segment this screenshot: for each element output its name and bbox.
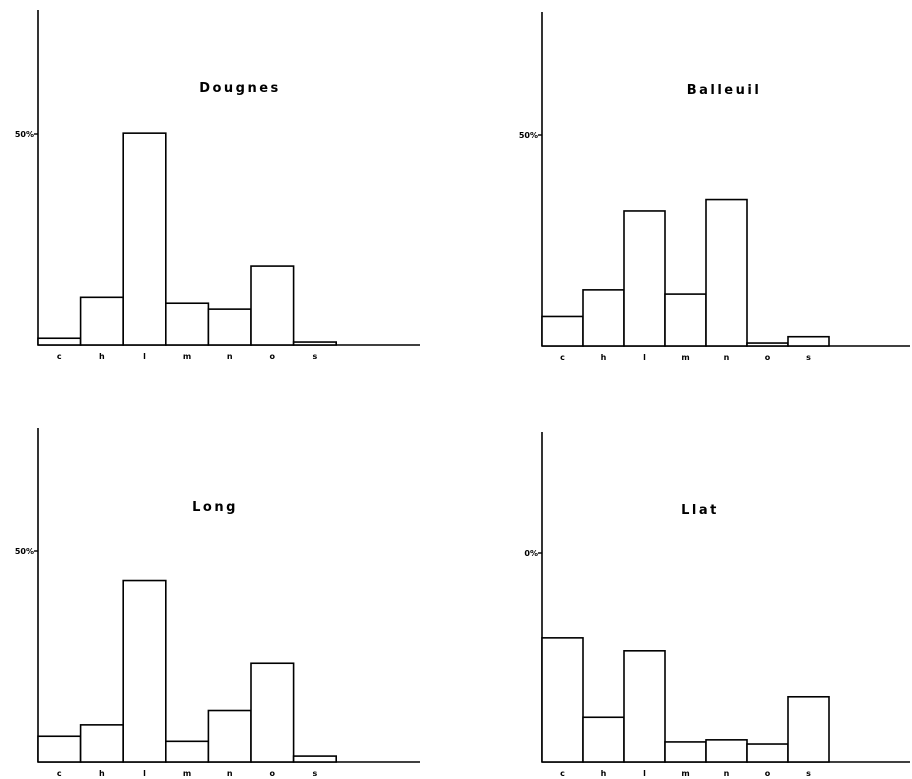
bar-h	[582, 716, 625, 763]
bar-s	[787, 335, 830, 347]
x-tick-label-h: h	[99, 352, 105, 361]
bar-c	[37, 735, 82, 763]
x-tick-label-o: o	[765, 353, 771, 362]
x-tick-label-c: c	[57, 352, 62, 361]
x-tick-label-s: s	[313, 352, 318, 361]
y-tick-label: 50%	[519, 131, 538, 140]
chart-panel-2: 50% Balleuil c h l m n o s	[519, 12, 910, 362]
x-tick-label-n: n	[227, 769, 233, 778]
chart-title: Balleuil	[687, 83, 762, 98]
x-tick-label-s: s	[806, 769, 811, 778]
bar-o	[746, 743, 789, 763]
x-tick-label-l: l	[143, 769, 146, 778]
bar-h	[582, 289, 625, 347]
x-tick-label-c: c	[560, 353, 565, 362]
x-tick-label-h: h	[99, 769, 105, 778]
bar-l	[122, 132, 167, 346]
x-tick-label-m: m	[681, 353, 689, 362]
x-tick-label-o: o	[765, 769, 771, 778]
bar-n	[705, 198, 748, 347]
x-tick-label-o: o	[270, 769, 276, 778]
chart-panels: 50% Dougnes c h l m n o s 50% Balleuil c h l m n o s 50% Lo…	[15, 10, 910, 778]
x-tick-label-n: n	[227, 352, 233, 361]
bar-h	[79, 296, 124, 346]
chart-panel-3: 50% Long c h l m n o s	[15, 428, 420, 778]
chart-title: Long	[192, 500, 238, 515]
bar-n	[705, 739, 748, 763]
bar-n	[207, 308, 252, 346]
x-tick-label-o: o	[270, 352, 276, 361]
x-tick-label-s: s	[806, 353, 811, 362]
x-tick-label-m: m	[681, 769, 689, 778]
bar-s	[292, 755, 338, 763]
bar-h	[79, 724, 124, 763]
bar-s	[292, 341, 338, 346]
bar-o	[250, 662, 295, 763]
x-tick-label-n: n	[724, 769, 730, 778]
bar-m	[664, 741, 707, 763]
bar-s	[787, 695, 830, 763]
x-tick-label-l: l	[643, 769, 646, 778]
bar-m	[664, 293, 707, 347]
bar-m	[165, 302, 210, 346]
y-tick-label: 50%	[15, 130, 34, 139]
x-tick-label-c: c	[560, 769, 565, 778]
y-tick-label: 0%	[524, 549, 538, 558]
bar-l	[623, 650, 666, 763]
x-tick-label-h: h	[601, 353, 607, 362]
bar-m	[165, 740, 210, 763]
bar-o	[250, 265, 295, 346]
x-tick-label-l: l	[643, 353, 646, 362]
bar-c	[541, 315, 584, 347]
chart-panel-4: 0% Llat c h l m n o s	[524, 432, 910, 778]
x-tick-label-m: m	[183, 352, 191, 361]
bar-n	[207, 709, 252, 763]
chart-panel-1: 50% Dougnes c h l m n o s	[15, 10, 420, 361]
bar-l	[122, 579, 167, 763]
x-tick-label-m: m	[183, 769, 191, 778]
y-tick-label: 50%	[15, 547, 34, 556]
x-tick-label-c: c	[57, 769, 62, 778]
x-tick-label-n: n	[724, 353, 730, 362]
bar-o	[746, 342, 789, 347]
x-tick-label-l: l	[143, 352, 146, 361]
chart-title: Llat	[681, 503, 719, 518]
x-tick-label-s: s	[313, 769, 318, 778]
bar-l	[623, 210, 666, 347]
chart-title: Dougnes	[199, 81, 281, 96]
bar-c	[541, 637, 584, 763]
x-tick-label-h: h	[601, 769, 607, 778]
bar-c	[37, 337, 82, 346]
